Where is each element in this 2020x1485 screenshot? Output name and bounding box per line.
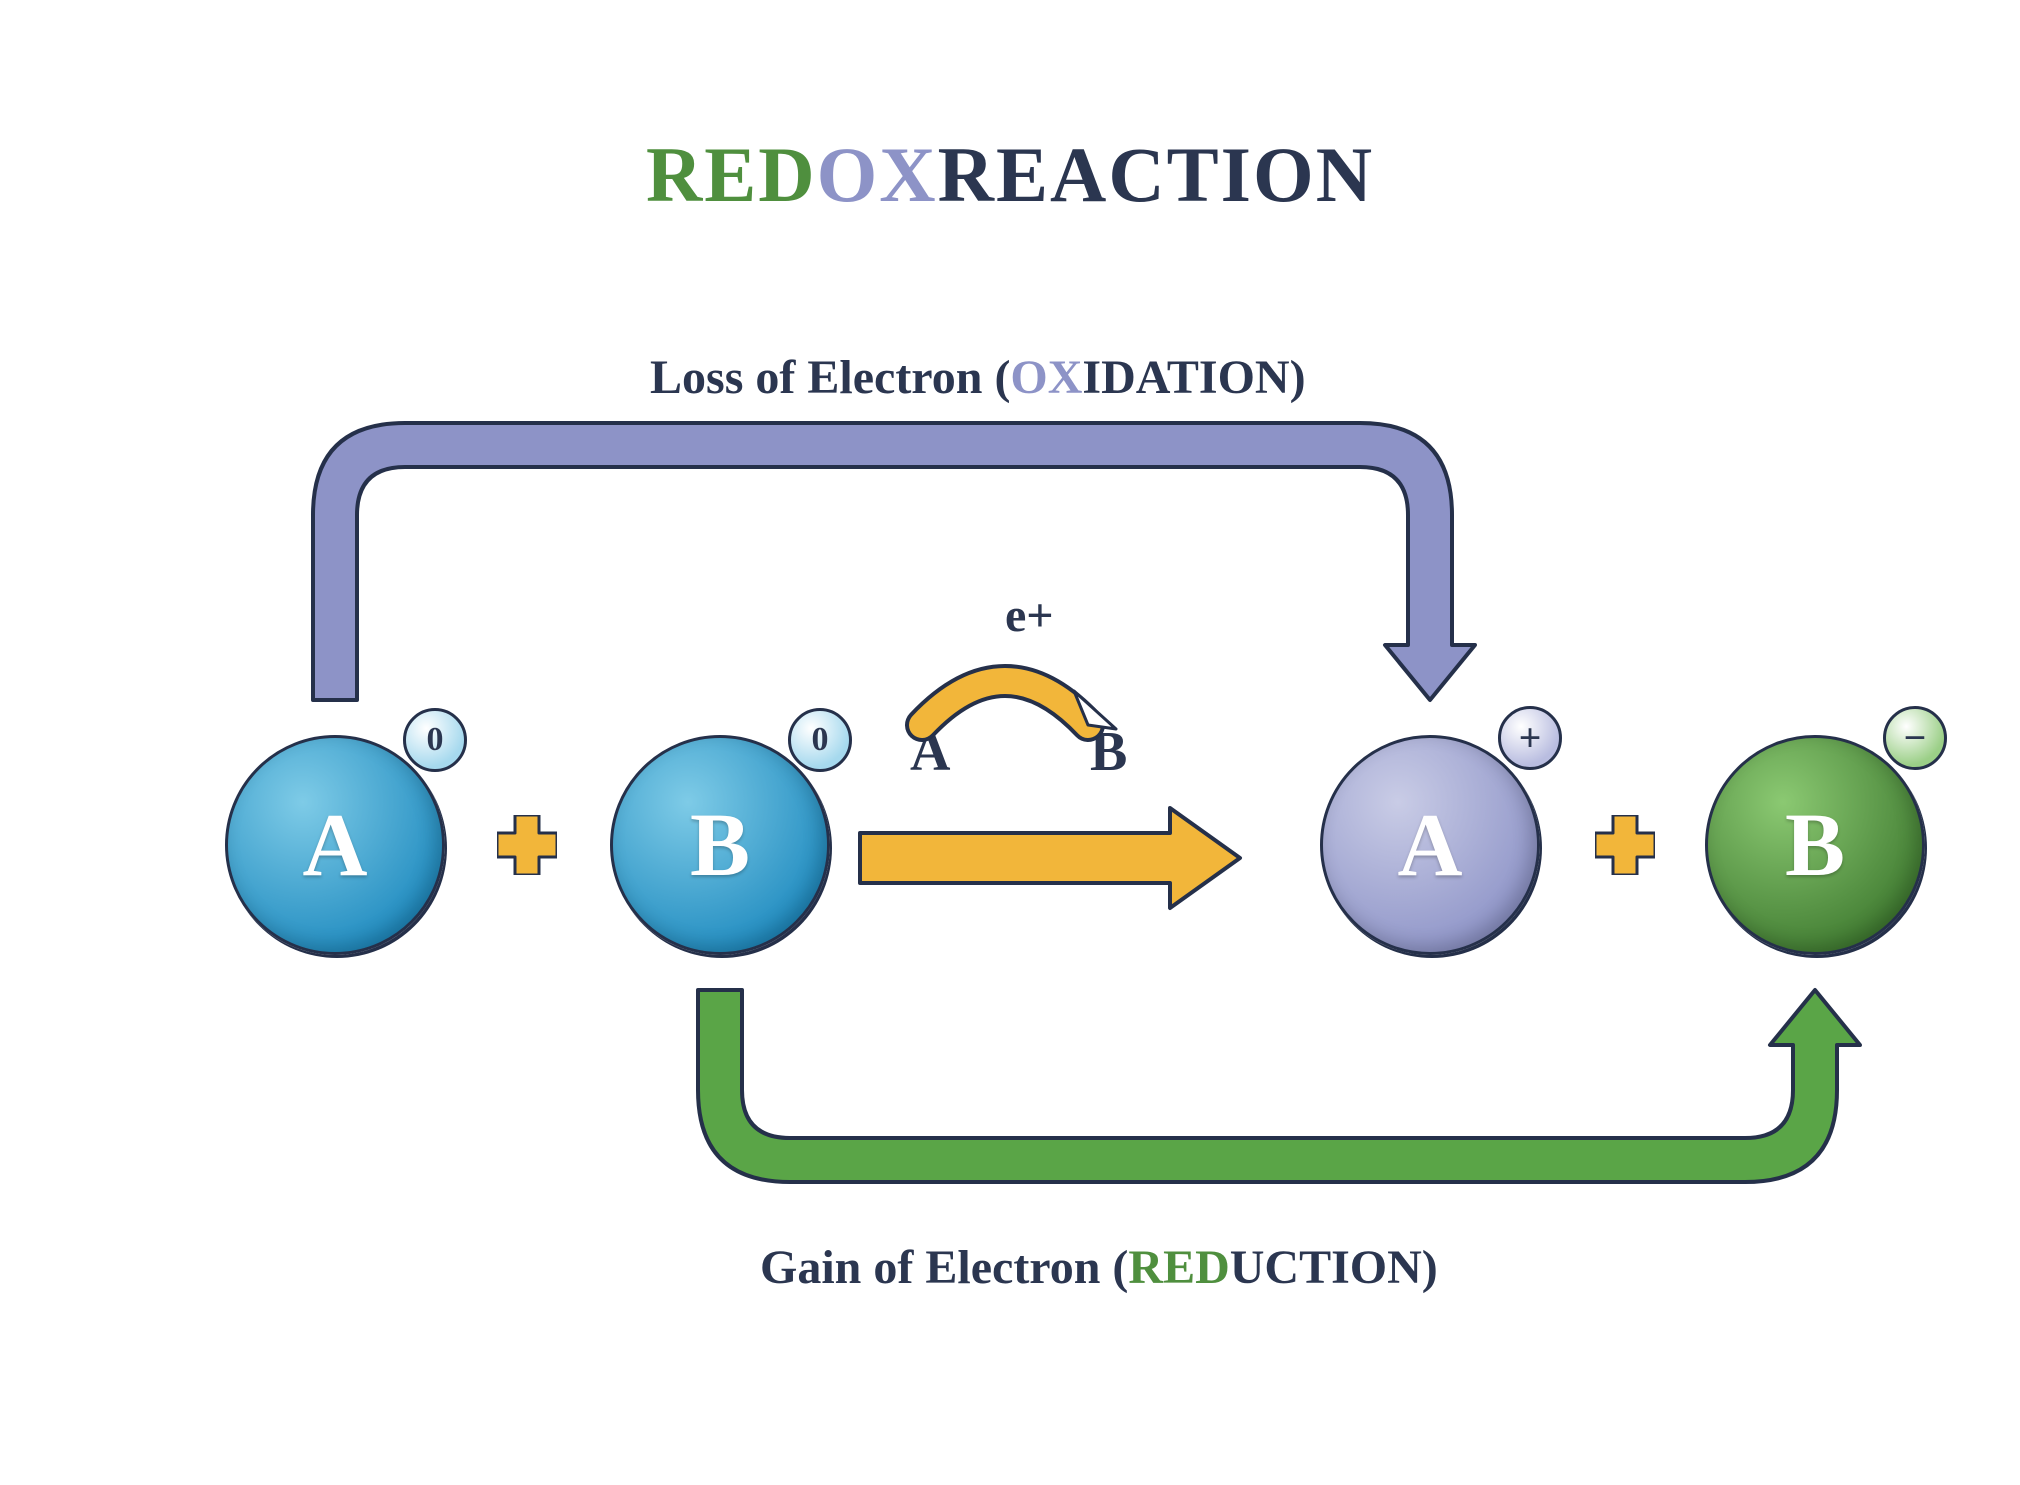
plus-sign-1 <box>1595 815 1655 875</box>
atom-Bminus: B <box>1705 735 1925 955</box>
charge-badge-B0: 0 <box>788 708 852 772</box>
oxidation-label: Loss of Electron (OXIDATION) <box>650 350 1306 405</box>
electron-arc <box>922 681 1088 725</box>
atom-B0: B <box>610 735 830 955</box>
charge-badge-Aplus: + <box>1498 706 1562 770</box>
plus-sign-0 <box>497 815 557 875</box>
diagram-canvas: REDOX REACTION Loss of Electron (OXIDATI… <box>0 0 2020 1485</box>
oxidation-arrow <box>313 423 1475 700</box>
charge-badge-A0: 0 <box>403 708 467 772</box>
reaction-arrow <box>860 808 1240 908</box>
atom-label: B <box>690 794 750 897</box>
mini-b-letter: B <box>1090 720 1127 784</box>
electron-arc-outline <box>922 681 1088 725</box>
title: REDOX REACTION <box>0 130 2020 220</box>
atom-A0: A <box>225 735 445 955</box>
atom-Aplus: A <box>1320 735 1540 955</box>
atom-label: B <box>1785 794 1845 897</box>
electron-transfer-label: e+ <box>1005 588 1054 643</box>
mini-a-letter: A <box>910 720 950 784</box>
atom-label: A <box>1398 794 1463 897</box>
reduction-label: Gain of Electron (REDUCTION) <box>760 1240 1438 1295</box>
charge-badge-Bminus: − <box>1883 706 1947 770</box>
reduction-arrow <box>698 990 1860 1182</box>
atom-label: A <box>303 794 368 897</box>
